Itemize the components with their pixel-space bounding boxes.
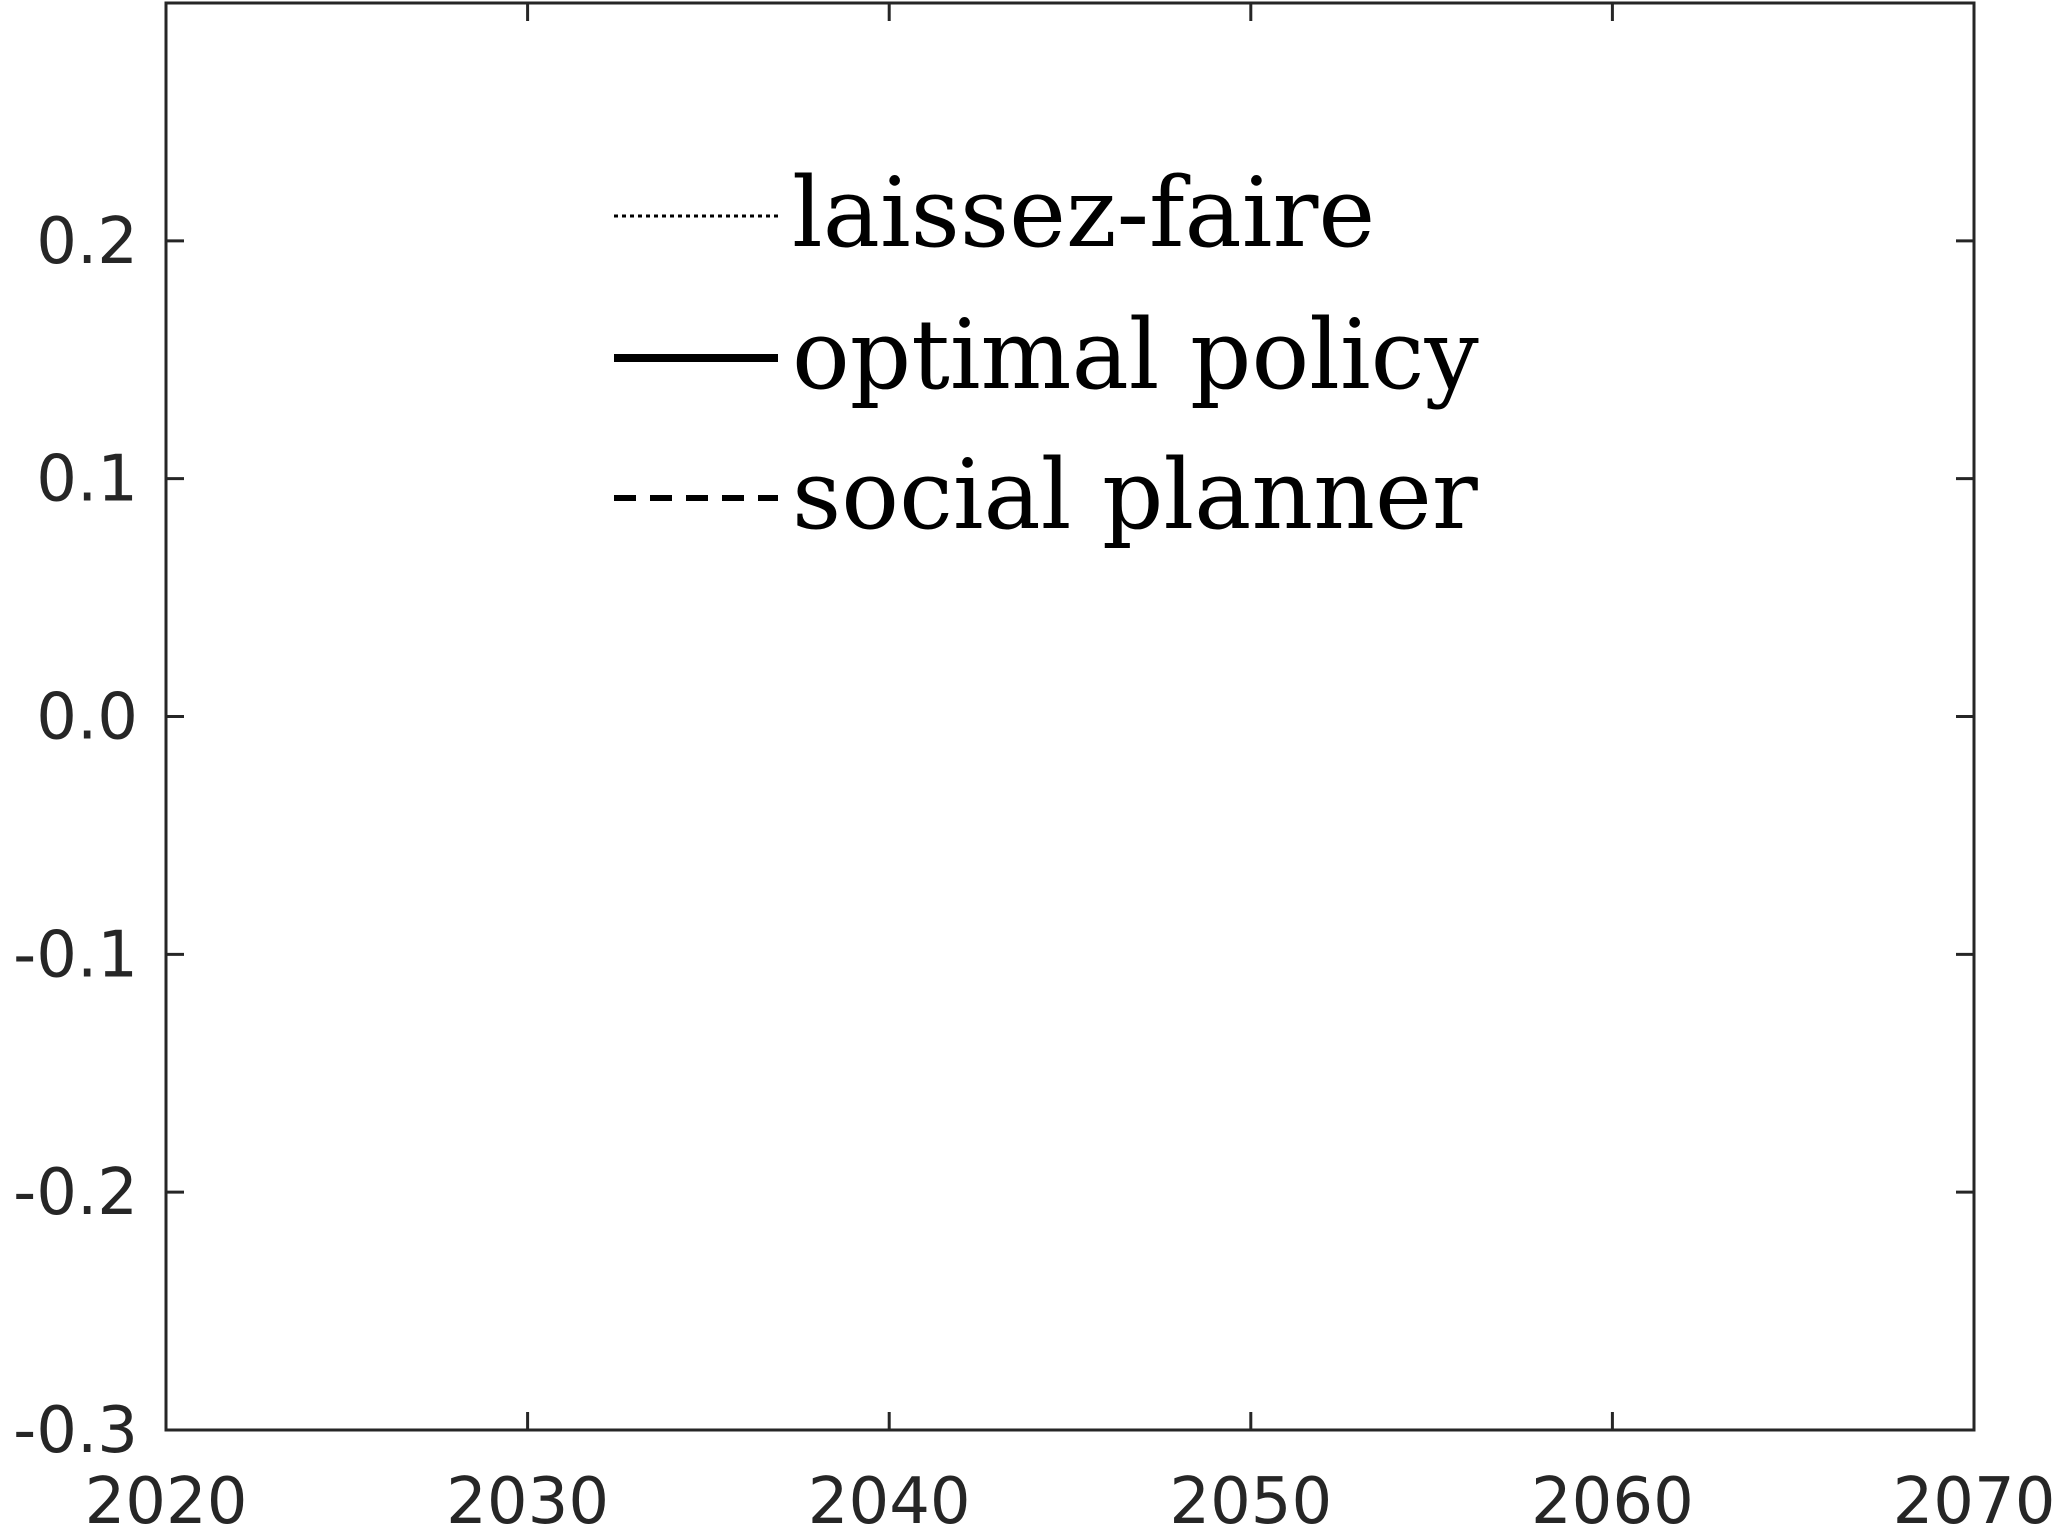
y-tick-label: 0.1	[36, 443, 138, 517]
x-tick-label: 2050	[1169, 1465, 1332, 1527]
legend-label: social planner	[792, 439, 1478, 551]
legend-label: optimal policy	[792, 299, 1479, 411]
legend-label: laissez-faire	[792, 157, 1375, 269]
y-tick-label: -0.1	[13, 918, 138, 992]
x-tick-label: 2020	[85, 1465, 248, 1527]
y-tick-label: 0.0	[36, 681, 138, 755]
y-tick-label: -0.3	[13, 1394, 138, 1468]
legend: laissez-faire optimal policy social planne…	[614, 157, 1479, 551]
x-tick-label: 2030	[446, 1465, 609, 1527]
x-tick-label: 2040	[808, 1465, 971, 1527]
x-tick-label: 2060	[1531, 1465, 1694, 1527]
ticks: 2020 2030 2040 2050 2060 2070 -0.3 -0.2 -0.1 0.0 0…	[13, 3, 2055, 1527]
y-tick-label: -0.2	[13, 1156, 138, 1230]
x-tick-label: 2070	[1893, 1465, 2056, 1527]
y-tick-label: 0.2	[36, 205, 138, 279]
